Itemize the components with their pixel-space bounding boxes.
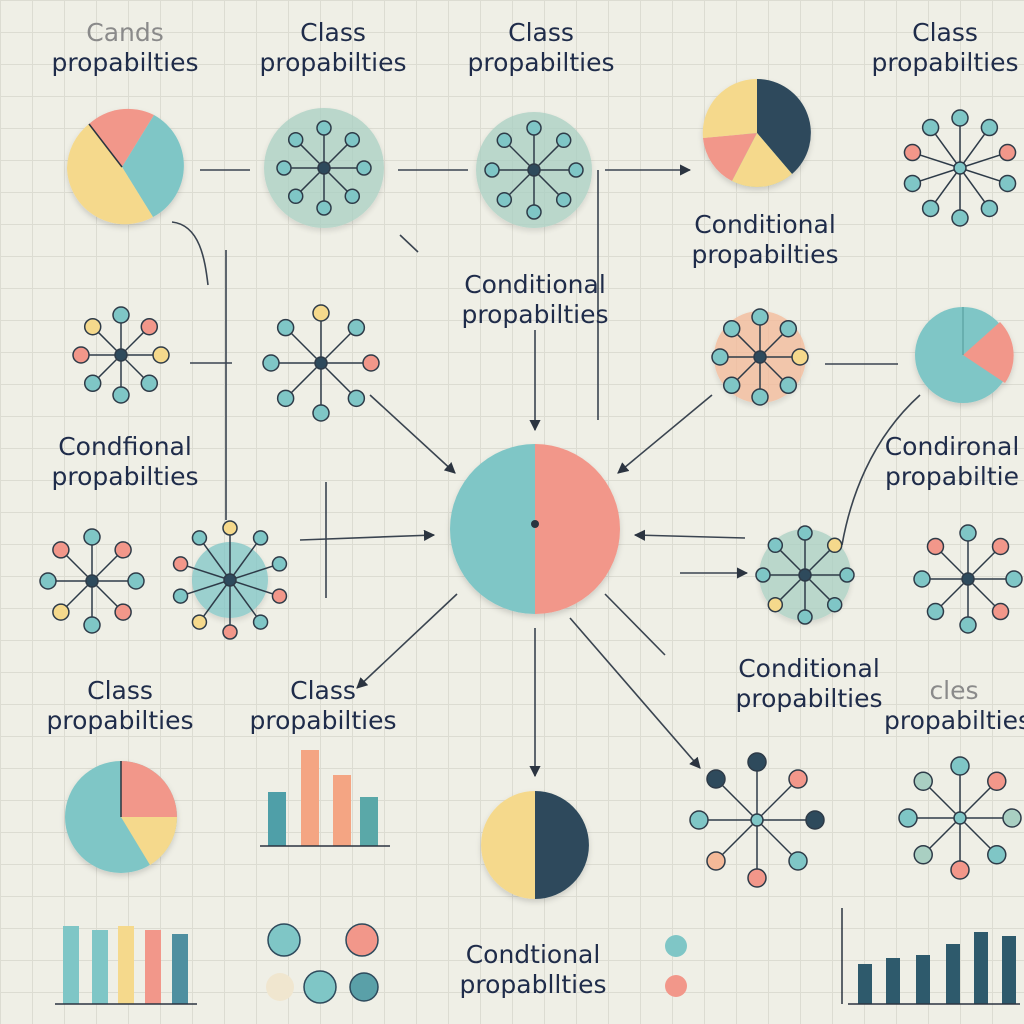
- label-top-third: Class propabilties: [446, 18, 636, 78]
- label-center-top: Conditional propabilties: [440, 270, 630, 330]
- label-line2: propabilties: [259, 48, 407, 77]
- label-line2: propabllties: [459, 970, 607, 999]
- pie-chart-icon: [67, 108, 184, 225]
- label-bottom-left: Class propabilties: [25, 676, 215, 736]
- connector-line: [399, 234, 419, 253]
- network-node-icon: [898, 756, 1022, 880]
- network-node-icon: [39, 528, 145, 634]
- label-line2: propabilties: [461, 300, 609, 329]
- bar-chart-icon: [260, 750, 390, 847]
- label-line1: Condironal: [884, 432, 1020, 461]
- connector-line: [604, 593, 666, 656]
- label-bottom-center: Condtional propabllties: [438, 940, 628, 1000]
- label-right-upper: Conditional propabilties: [670, 210, 860, 270]
- label-line1: Cands: [86, 18, 164, 47]
- bar-chart-icon: [841, 908, 1020, 1005]
- label-line2: propabilties: [735, 684, 883, 713]
- label-line1: Conditional: [694, 210, 836, 239]
- label-top-second: Class propabilties: [238, 18, 428, 78]
- label-line1: Class: [912, 18, 978, 47]
- label-line2: propabilties: [467, 48, 615, 77]
- label-line1: Condfional: [58, 432, 192, 461]
- label-bottom-second: Class propabilties: [228, 676, 418, 736]
- connector-line: [617, 394, 713, 474]
- bar-chart-icon: [55, 926, 197, 1005]
- connector-line: [569, 617, 701, 769]
- pie-chart-icon: [65, 761, 178, 873]
- label-line1: Conditional: [464, 270, 606, 299]
- label-line2: propabilties: [249, 706, 397, 735]
- pie-chart-icon: [702, 78, 811, 188]
- network-node-icon: [264, 108, 384, 228]
- label-line2: propabilties: [884, 706, 1024, 735]
- connector-line: [299, 529, 436, 541]
- label-line2: propabilties: [871, 48, 1019, 77]
- label-right-middle: Condironal propabiltie: [880, 432, 1024, 492]
- connectors: [171, 164, 921, 778]
- label-line1: cles: [929, 676, 979, 705]
- network-node-icon: [711, 308, 809, 406]
- pie-chart-icon: [481, 791, 589, 899]
- label-line2: propabilties: [51, 48, 199, 77]
- label-left-middle: Condfional propabilties: [30, 432, 220, 492]
- connector-line: [171, 221, 209, 286]
- label-line1: Condtional: [465, 940, 601, 969]
- central-pie-chart: [450, 444, 620, 614]
- connector-line: [841, 394, 921, 546]
- label-line2: propabilties: [46, 706, 194, 735]
- label-line1: Class: [300, 18, 366, 47]
- pie-chart-icon: [915, 307, 1014, 403]
- label-right-lower: Conditional propabilties: [714, 654, 904, 714]
- network-node-icon: [903, 109, 1017, 227]
- network-node-icon: [913, 524, 1023, 634]
- label-top-right: Class propabilties: [870, 18, 1020, 78]
- label-line2: propabilties: [691, 240, 839, 269]
- network-node-icon: [689, 752, 825, 888]
- label-line1: Class: [508, 18, 574, 47]
- label-line1: Class: [290, 676, 356, 705]
- connector-line: [369, 394, 456, 474]
- label-line1: Conditional: [738, 654, 880, 683]
- network-node-icon: [72, 306, 170, 404]
- label-bottom-right: cles propabilties: [884, 676, 1024, 736]
- label-line1: Class: [87, 676, 153, 705]
- network-node-icon: [476, 112, 592, 228]
- label-top-left: Cands propabilties: [30, 18, 220, 78]
- connector-line: [356, 593, 458, 689]
- label-line2: propabilties: [51, 462, 199, 491]
- legend-dot-icon: [266, 923, 687, 1004]
- network-node-icon: [172, 520, 288, 640]
- network-node-icon: [755, 525, 855, 625]
- label-line2: propabiltie: [885, 462, 1019, 491]
- connector-line: [633, 529, 746, 541]
- network-node-icon: [262, 304, 380, 422]
